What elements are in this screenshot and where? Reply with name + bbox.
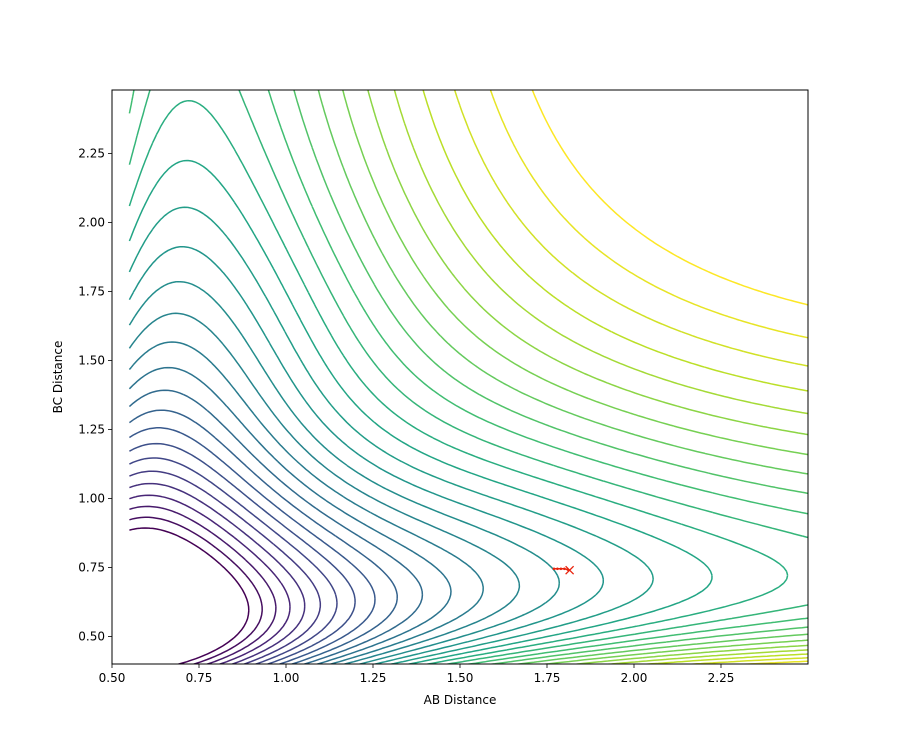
y-tick-label: 1.25 [78, 422, 105, 436]
contour-level-line [129, 516, 263, 664]
contour-level-line [129, 527, 250, 664]
x-tick-label: 0.50 [99, 671, 126, 685]
contour-level-line [128, 280, 561, 664]
contour-level-line [317, 90, 808, 664]
x-tick-label: 1.75 [534, 671, 561, 685]
contour-level-line [129, 470, 322, 664]
trajectory-end-marker [565, 565, 575, 575]
x-tick-label: 0.75 [186, 671, 213, 685]
contour-level-line [128, 245, 605, 664]
contour-level-line [129, 409, 398, 664]
contour-level-line [341, 90, 808, 664]
x-tick-label: 1.00 [273, 671, 300, 685]
contour-level-line [531, 90, 808, 664]
contour-level-line [129, 442, 356, 664]
y-tick-label: 2.25 [78, 146, 105, 160]
contour-level-line [128, 427, 376, 664]
contour-level-line [128, 90, 808, 664]
contour-level-line [128, 341, 484, 664]
contour-level-line [128, 90, 808, 664]
y-tick-label: 0.50 [78, 629, 105, 643]
contour-level-line [367, 90, 808, 664]
contour-level-line [129, 457, 338, 664]
y-tick-label: 1.00 [78, 491, 105, 505]
contour-level-line [489, 90, 808, 664]
y-axis-label: BC Distance [51, 341, 65, 414]
contour-level-line [129, 505, 277, 664]
contour-level-line [422, 90, 808, 664]
x-axis-ticks: 0.50 0.75 1.00 1.25 1.50 1.75 2.00 2.25 [99, 664, 735, 685]
trajectory-point [563, 567, 566, 571]
trajectory-point [552, 567, 556, 571]
contour-level-line [293, 90, 808, 664]
contour-level-line [129, 494, 291, 664]
y-axis-ticks: 0.50 0.75 1.00 1.25 1.50 1.75 2.00 2.25 [78, 146, 112, 643]
y-tick-label: 2.00 [78, 215, 105, 229]
x-tick-label: 2.25 [708, 671, 735, 685]
contour-level-line [393, 90, 808, 664]
contour-level-line [128, 206, 654, 664]
contour-level-line [128, 159, 713, 664]
contour-level-line [128, 99, 789, 664]
contour-level-line [129, 482, 306, 664]
trajectory-series [552, 565, 575, 575]
contour-level-line [128, 389, 424, 664]
trajectory-point [559, 567, 563, 571]
contour-level-line [128, 366, 452, 664]
y-tick-label: 1.75 [78, 284, 105, 298]
contour-level-line [128, 312, 521, 664]
x-tick-label: 1.25 [360, 671, 387, 685]
contour-level-line [453, 90, 808, 664]
x-tick-label: 2.00 [621, 671, 648, 685]
contour-lines [128, 90, 808, 664]
x-tick-label: 1.50 [447, 671, 474, 685]
x-axis-label: AB Distance [424, 693, 497, 707]
trajectory-point [556, 567, 559, 571]
y-tick-label: 1.50 [78, 353, 105, 367]
y-tick-label: 0.75 [78, 560, 105, 574]
